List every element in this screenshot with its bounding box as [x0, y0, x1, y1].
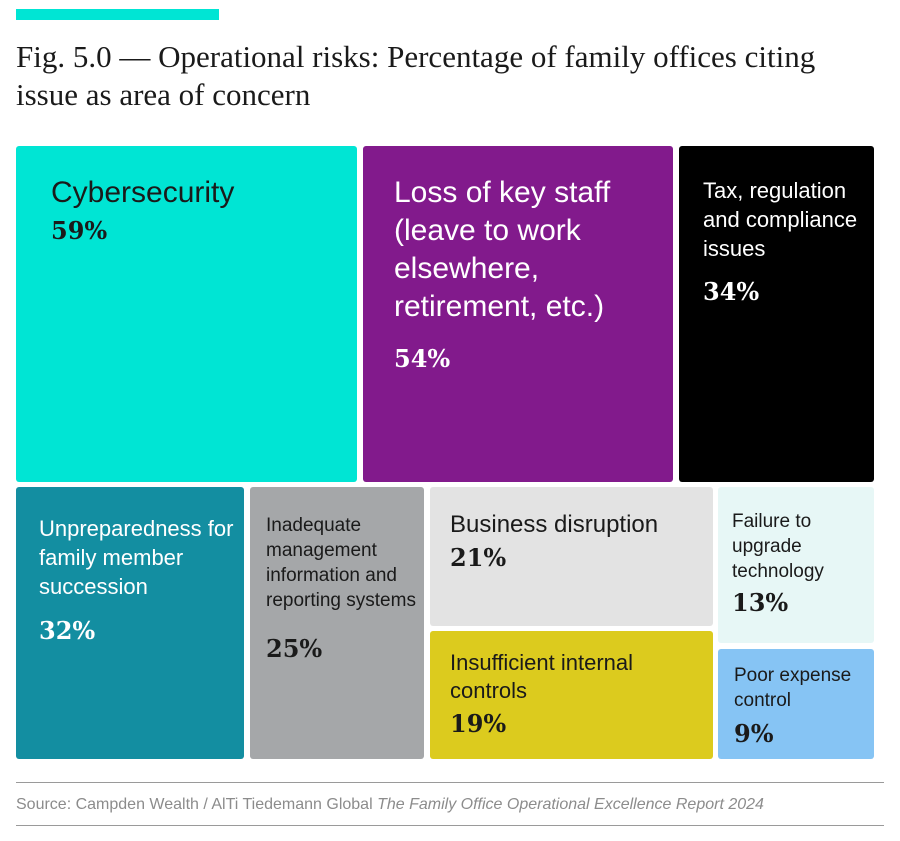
tile-label: Loss of key staff (leave to work elsewhe… — [394, 176, 611, 323]
bottom-divider — [16, 825, 884, 826]
treemap-tile-internal-controls: Insufficient internal controls 19% — [430, 631, 713, 759]
tile-value: 25% — [266, 634, 323, 663]
treemap-tile-cybersecurity: Cybersecurity 59% — [16, 146, 357, 482]
tile-label: Inadequate management information and re… — [266, 515, 416, 611]
tile-value: 54% — [394, 344, 451, 373]
tile-value: 13% — [732, 588, 789, 617]
source-note: Source: Campden Wealth / AlTi Tiedemann … — [16, 796, 764, 814]
treemap-tile-loss-of-key-staff: Loss of key staff (leave to work elsewhe… — [363, 146, 673, 482]
tile-value: 9% — [734, 719, 774, 748]
treemap-tile-upgrade-technology: Failure to upgrade technology 13% — [718, 487, 874, 643]
tile-value: 34% — [703, 277, 760, 306]
treemap-tile-succession: Unpreparedness for family member success… — [16, 487, 244, 759]
tile-value: 21% — [450, 543, 507, 572]
tile-value: 59% — [51, 216, 108, 245]
tile-label: Poor expense control — [734, 665, 852, 711]
tile-label: Insufficient internal controls — [450, 650, 634, 703]
tile-value: 19% — [450, 709, 507, 738]
treemap-tile-business-disruption: Business disruption 21% — [430, 487, 713, 626]
treemap-tile-tax-regulation: Tax, regulation and compliance issues 34% — [679, 146, 874, 482]
tile-label: Cybersecurity — [51, 176, 235, 209]
source-publication: The Family Office Operational Excellence… — [377, 796, 764, 813]
figure-title: Fig. 5.0 — Operational risks: Percentage… — [16, 39, 816, 112]
tile-value: 32% — [39, 616, 96, 645]
accent-bar — [16, 9, 219, 20]
tile-label: Business disruption — [450, 511, 659, 538]
source-prefix: Source: Campden Wealth / AlTi Tiedemann … — [16, 796, 378, 813]
tile-label: Failure to upgrade technology — [732, 511, 824, 582]
tile-label: Unpreparedness for family member success… — [39, 516, 234, 599]
treemap-tile-management-info: Inadequate management information and re… — [250, 487, 424, 759]
top-divider — [16, 782, 884, 783]
tile-label: Tax, regulation and compliance issues — [703, 178, 858, 261]
treemap-tile-expense-control: Poor expense control 9% — [718, 649, 874, 759]
